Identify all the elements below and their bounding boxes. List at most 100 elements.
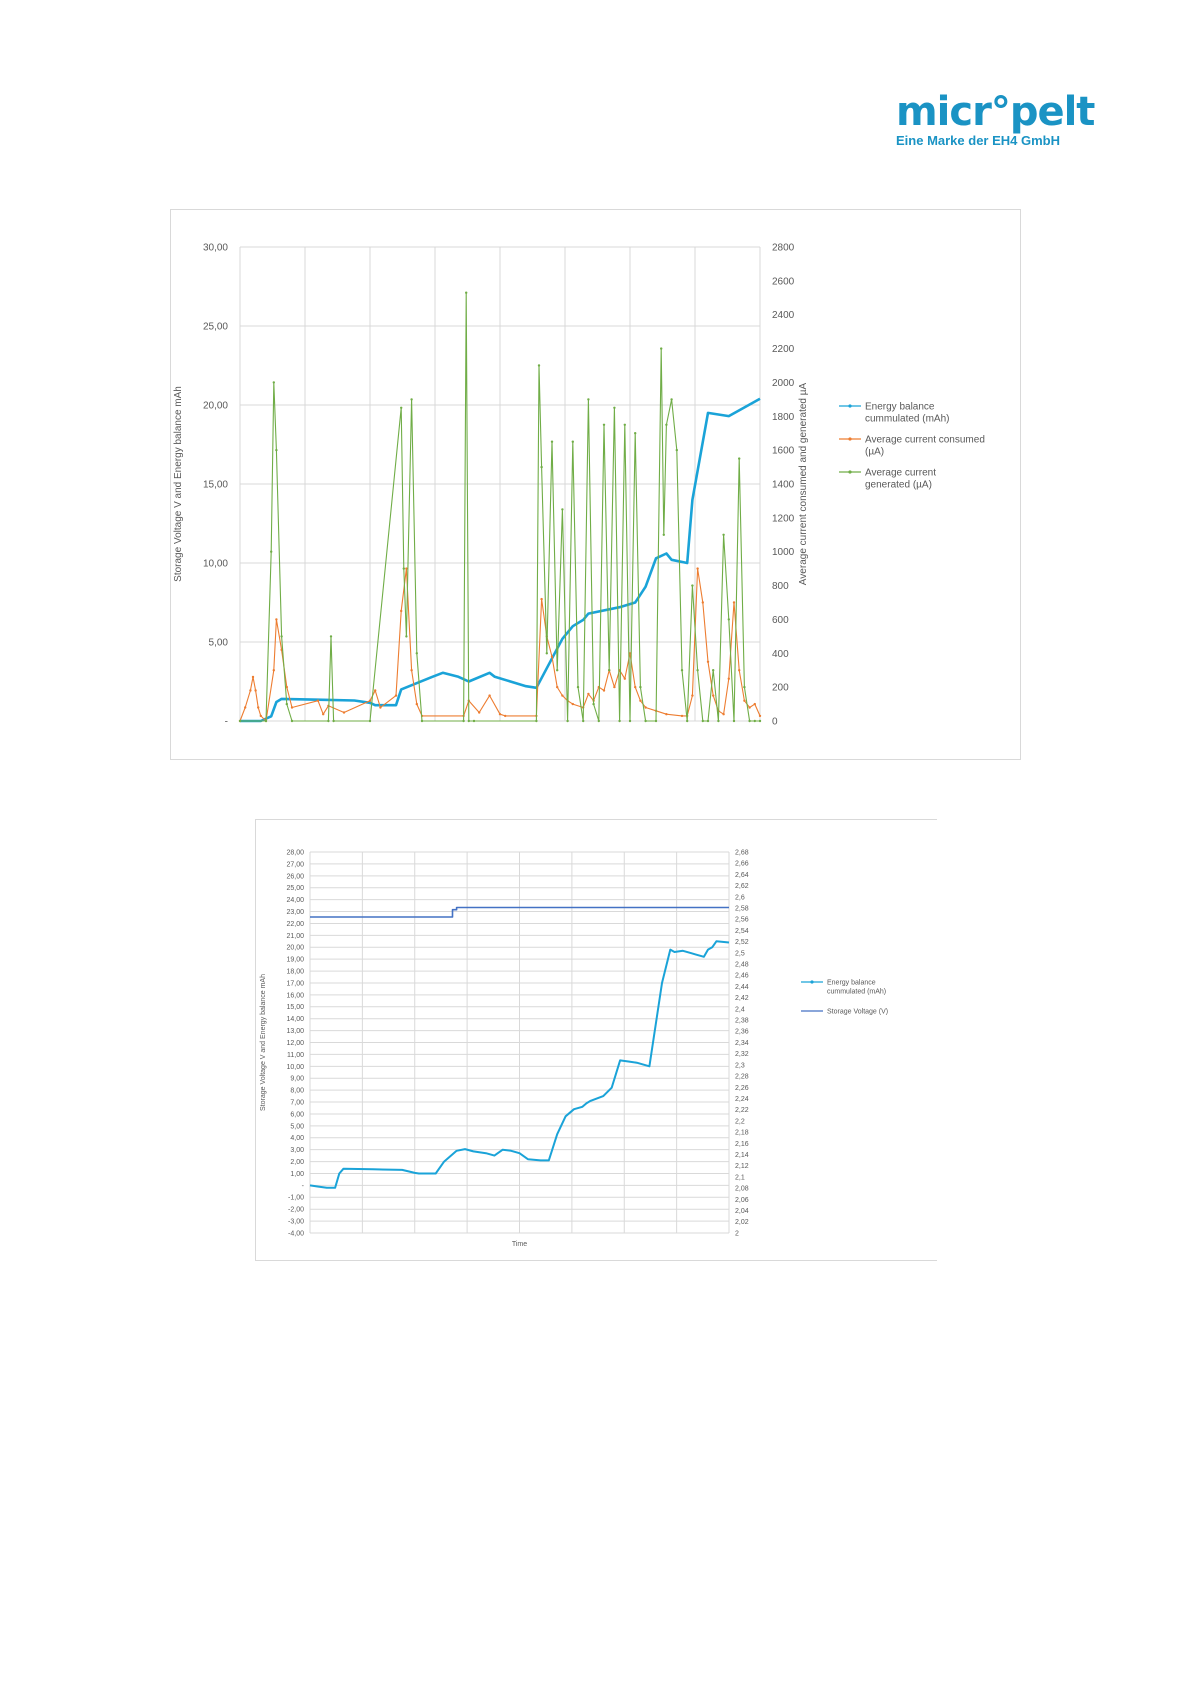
y-tick-label: 13,00 xyxy=(286,1028,304,1035)
data-point xyxy=(597,719,600,723)
data-point xyxy=(272,669,275,672)
y2-tick-label: 2,42 xyxy=(735,995,749,1002)
y2-tick-label: 2,62 xyxy=(735,883,749,890)
data-point xyxy=(285,685,288,689)
data-point xyxy=(379,706,382,709)
y-tick-label: 26,00 xyxy=(286,873,304,880)
data-point xyxy=(712,694,715,697)
data-point xyxy=(691,584,694,587)
data-point xyxy=(374,689,377,692)
data-point xyxy=(537,364,541,367)
data-point xyxy=(623,677,626,680)
y-tick-label: 10,00 xyxy=(203,559,228,570)
y2-tick-label: 2 xyxy=(735,1230,739,1237)
data-point xyxy=(251,675,255,679)
data-point xyxy=(259,714,262,718)
y2-tick-label: 2,02 xyxy=(735,1219,749,1226)
data-point xyxy=(556,685,559,689)
legend-label: Energy balance cummulated (mAh) xyxy=(827,979,886,995)
y2-tick-label: 2,24 xyxy=(735,1096,749,1103)
data-point xyxy=(394,694,398,697)
y-tick-label: 1,00 xyxy=(290,1171,304,1178)
data-point xyxy=(706,660,710,663)
y2-tick-label: 2,6 xyxy=(735,894,745,901)
y2-tick-label: 2800 xyxy=(772,243,795,254)
data-point xyxy=(696,567,699,570)
y2-tick-label: 1400 xyxy=(772,480,795,491)
data-point xyxy=(545,652,548,655)
data-point xyxy=(561,694,564,697)
data-point xyxy=(272,381,275,384)
legend-label: Energy balance cummulated (mAh) xyxy=(865,402,949,425)
data-point xyxy=(675,448,678,452)
data-point xyxy=(608,669,611,672)
y-tick-label: 8,00 xyxy=(290,1088,304,1095)
data-point xyxy=(743,685,746,689)
y-axis-title: Storage Voltage V and Energy balance mAh xyxy=(260,974,267,1111)
y-tick-label: -4,00 xyxy=(288,1230,304,1237)
data-point xyxy=(467,719,470,723)
y-tick-label: 9,00 xyxy=(290,1076,304,1083)
data-point xyxy=(400,609,403,613)
data-point xyxy=(550,655,554,658)
voltage-energy-chart-svg: -4,00-3,00-2,00-1,00-1,002,003,004,005,0… xyxy=(260,849,888,1248)
data-point xyxy=(270,550,273,553)
y2-tick-label: 2,04 xyxy=(735,1208,749,1215)
data-point xyxy=(592,702,595,706)
data-point xyxy=(712,669,715,672)
legend-label: Average current generated (µA) xyxy=(865,468,936,491)
data-point xyxy=(402,567,405,570)
data-point xyxy=(400,406,403,409)
data-point xyxy=(618,719,621,723)
legend-marker xyxy=(810,980,814,984)
data-point xyxy=(670,398,673,401)
y2-tick-label: 2,32 xyxy=(735,1051,749,1058)
y2-tick-label: 2,08 xyxy=(735,1186,749,1193)
y-tick-label: 25,00 xyxy=(286,885,304,892)
y2-tick-label: 2,52 xyxy=(735,939,749,946)
y-tick-label: 2,00 xyxy=(290,1159,304,1166)
data-point xyxy=(662,533,665,536)
micropelt-logo: micr°pelt Eine Marke der EH4 GmbH xyxy=(896,89,1095,148)
y2-tick-label: 2,1 xyxy=(735,1174,745,1181)
y2-tick-label: 2,54 xyxy=(735,928,749,935)
data-point xyxy=(571,702,574,706)
y2-tick-label: 1600 xyxy=(772,446,795,457)
data-point xyxy=(706,719,710,723)
y2-tick-label: 2,58 xyxy=(735,905,749,912)
data-point xyxy=(660,347,663,350)
data-point xyxy=(701,719,704,723)
y2-tick-label: 2,64 xyxy=(735,872,749,879)
data-point xyxy=(722,713,725,716)
y-tick-label: 15,00 xyxy=(203,480,228,491)
y-tick-label: - xyxy=(302,1183,305,1190)
data-point xyxy=(758,719,762,723)
data-point xyxy=(329,635,333,638)
data-point xyxy=(275,618,278,621)
current-energy-chart: - 5,00 10,00 15,00 20,00 25,00 30,00 0 200 400 600… xyxy=(170,209,1021,760)
data-point xyxy=(488,694,491,697)
y2-tick-label: 2,48 xyxy=(735,962,749,969)
data-point xyxy=(249,689,252,692)
y2-tick-label: 2,36 xyxy=(735,1029,749,1036)
y2-tick-label: 2,2 xyxy=(735,1118,745,1125)
data-point xyxy=(257,706,260,709)
data-point xyxy=(540,465,543,469)
legend-marker xyxy=(848,437,852,441)
data-point xyxy=(665,713,668,716)
data-point xyxy=(686,719,689,723)
x-axis-title: Time xyxy=(512,1241,527,1248)
data-point xyxy=(550,440,554,443)
y-tick-label: 17,00 xyxy=(286,980,304,987)
data-point xyxy=(654,719,658,723)
y2-tick-label: 2,3 xyxy=(735,1062,745,1069)
data-point xyxy=(504,714,507,718)
y2-tick-label: 0 xyxy=(772,717,778,728)
y-tick-label: 24,00 xyxy=(286,897,304,904)
y2-tick-label: 800 xyxy=(772,581,789,592)
data-point xyxy=(722,533,725,536)
data-point xyxy=(753,719,756,723)
data-point xyxy=(280,635,283,638)
logo-wordmark: micr°pelt xyxy=(896,89,1095,135)
legend-label: Average current consumed (µA) xyxy=(865,435,985,458)
